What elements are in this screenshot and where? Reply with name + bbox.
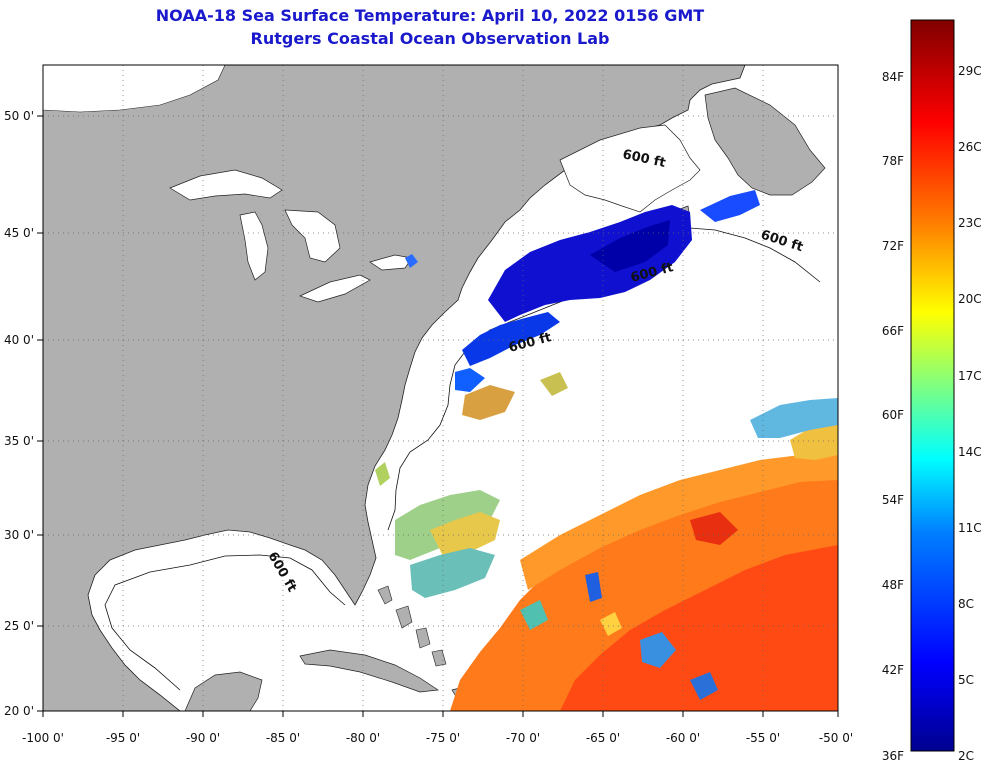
colorbar-c-label: 29C — [958, 64, 982, 78]
lon-tick-label: -100 0' — [22, 731, 64, 745]
bahamas — [377, 585, 447, 667]
lon-tick-label: -95 0' — [106, 731, 140, 745]
sst-cold-band — [405, 190, 760, 392]
colorbar-f-label: 42F — [882, 663, 904, 677]
lon-tick-label: -80 0' — [346, 731, 380, 745]
lon-tick-label: -65 0' — [586, 731, 620, 745]
land-cuba — [299, 649, 439, 693]
lon-tick-labels: -100 0' -95 0' -90 0' -85 0' -80 0' -75 … — [22, 731, 853, 745]
colorbar-f-label: 36F — [882, 749, 904, 763]
colorbar-c-label: 8C — [958, 597, 974, 611]
colorbar-c-label: 14C — [958, 445, 982, 459]
lake-huron — [284, 209, 341, 263]
chart-title: NOAA-18 Sea Surface Temperature: April 1… — [155, 6, 705, 25]
land-yucatan — [184, 671, 263, 711]
gulf-shelf-contour — [104, 554, 346, 691]
lat-tick-label: 40 0' — [4, 333, 34, 347]
sst-mid-band — [375, 372, 568, 598]
colorbar-f-label: 84F — [882, 70, 904, 84]
map-frame — [42, 64, 839, 712]
lon-tick-label: -50 0' — [819, 731, 853, 745]
lon-tick-label: -90 0' — [186, 731, 220, 745]
colorbar-f-label: 60F — [882, 408, 904, 422]
lat-tick-labels: 20 0' 25 0' 30 0' 35 0' 40 0' 45 0' 50 0… — [4, 109, 34, 718]
map-content: 600 ft 600 ft 600 ft 600 ft 600 ft — [43, 65, 838, 711]
gulf-st-lawrence — [559, 124, 701, 213]
lon-tick-label: -75 0' — [426, 731, 460, 745]
hudson-bay — [43, 65, 226, 113]
sst-warm-band — [450, 398, 838, 711]
colorbar-f-labels: 36F 42F 48F 54F 60F 66F 72F 78F 84F — [882, 70, 904, 763]
colorbar-c-label: 17C — [958, 369, 982, 383]
lat-tick-label: 50 0' — [4, 109, 34, 123]
lake-erie — [299, 274, 371, 303]
lat-tick-label: 20 0' — [4, 704, 34, 718]
colorbar-f-label: 66F — [882, 324, 904, 338]
lon-tick-label: -55 0' — [746, 731, 780, 745]
colorbar-c-label: 26C — [958, 140, 982, 154]
lake-michigan — [239, 211, 269, 281]
chart-subtitle: Rutgers Coastal Ocean Observation Lab — [250, 29, 610, 48]
colorbar-c-label: 5C — [958, 673, 974, 687]
lon-tick-label: -60 0' — [666, 731, 700, 745]
colorbar-c-label: 23C — [958, 216, 982, 230]
tick-marks — [37, 115, 839, 717]
lake-superior — [169, 169, 283, 201]
lat-tick-label: 45 0' — [4, 226, 34, 240]
colorbar-c-label: 2C — [958, 749, 974, 763]
lat-tick-label: 25 0' — [4, 619, 34, 633]
colorbar-f-label: 78F — [882, 154, 904, 168]
colorbar-c-label: 11C — [958, 521, 982, 535]
lat-tick-label: 35 0' — [4, 434, 34, 448]
lon-tick-label: -85 0' — [266, 731, 300, 745]
lon-tick-label: -70 0' — [506, 731, 540, 745]
colorbar-c-labels: 2C 5C 8C 11C 14C 17C 20C 23C 26C 29C — [958, 64, 982, 763]
colorbar-f-label: 48F — [882, 578, 904, 592]
colorbar — [910, 19, 955, 752]
colorbar-c-label: 20C — [958, 292, 982, 306]
colorbar-f-label: 54F — [882, 493, 904, 507]
colorbar-f-label: 72F — [882, 239, 904, 253]
land-newfoundland — [704, 87, 826, 196]
lat-tick-label: 30 0' — [4, 528, 34, 542]
